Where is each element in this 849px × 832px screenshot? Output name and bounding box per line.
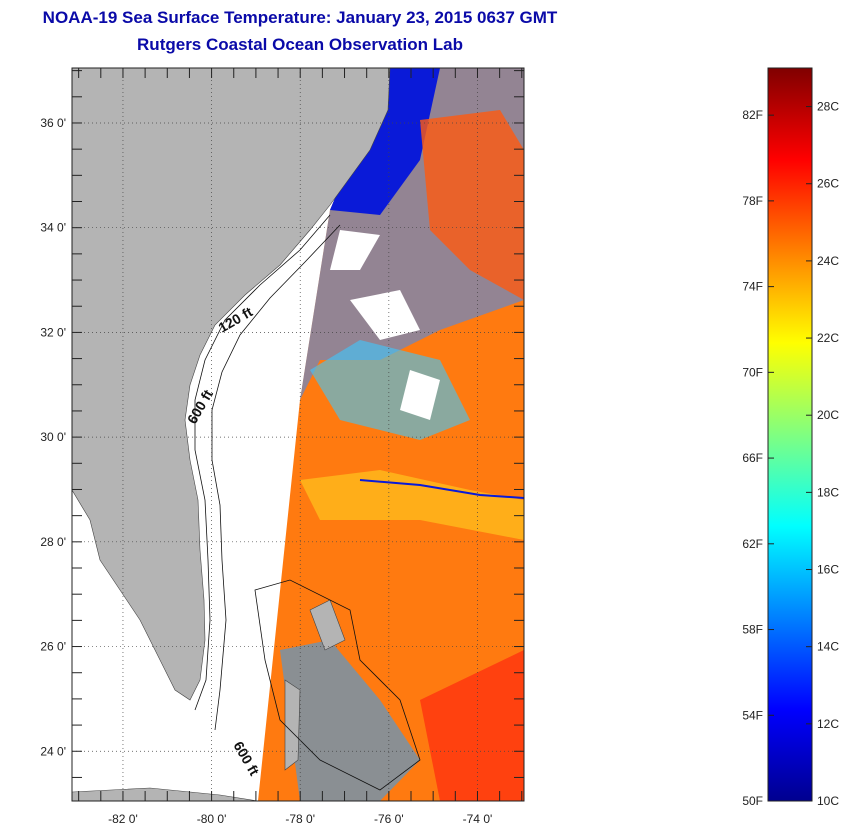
lat-tick-label: 26 0' (40, 640, 66, 654)
colorbar-c-label: 26C (817, 177, 839, 191)
lon-tick-label: -80 0' (197, 812, 227, 826)
colorbar-c-label: 18C (817, 485, 839, 499)
lat-tick-label: 24 0' (40, 744, 66, 758)
axis-ticks: 36 0' 34 0' 32 0' 30 0' 28 0' 26 0' 24 0' -82 0… (40, 68, 524, 826)
colorbar-c-label: 12C (817, 717, 839, 731)
lon-tick-label: -74 0' (463, 812, 493, 826)
colorbar-c-label: 22C (817, 331, 839, 345)
colorbar: 82F 78F 74F 70F 66F 62F 58F 54F 50F 28C 26C 24C 22C… (742, 67, 839, 808)
colorbar-f-label: 78F (742, 194, 763, 208)
colorbar-f-label: 62F (742, 537, 763, 551)
colorbar-f-label: 54F (742, 708, 763, 722)
colorbar-c-label: 10C (817, 794, 839, 808)
colorbar-celsius-labels: 28C 26C 24C 22C 20C 18C 16C 14C 12C 10C (806, 100, 839, 808)
contour-bahamas (254, 579, 421, 791)
colorbar-c-label: 28C (817, 100, 839, 114)
land-mass (72, 68, 391, 701)
colorbar-c-label: 16C (817, 563, 839, 577)
figure-title: NOAA-19 Sea Surface Temperature: January… (42, 8, 558, 27)
figure-subtitle: Rutgers Coastal Ocean Observation Lab (137, 35, 463, 54)
colorbar-f-label: 66F (742, 451, 763, 465)
colorbar-f-label: 82F (742, 108, 763, 122)
contour-120ft (194, 214, 331, 711)
colorbar-c-label: 24C (817, 254, 839, 268)
contour-600ft (211, 224, 341, 731)
colorbar-fahrenheit-labels: 82F 78F 74F 70F 66F 62F 58F 54F 50F (742, 108, 774, 808)
map-frame (71, 67, 525, 802)
island-andros (309, 599, 346, 651)
colorbar-c-label: 20C (817, 408, 839, 422)
graticule (72, 68, 524, 801)
lat-tick-label: 32 0' (40, 325, 66, 339)
colorbar-f-label: 70F (742, 365, 763, 379)
colorbar-f-label: 50F (742, 794, 763, 808)
lon-tick-label: -76 0' (374, 812, 404, 826)
lat-tick-label: 28 0' (40, 535, 66, 549)
colorbar-f-label: 58F (742, 623, 763, 637)
lat-tick-label: 36 0' (40, 116, 66, 130)
island-bahamas (284, 679, 301, 771)
lon-tick-label: -82 0' (108, 812, 138, 826)
colorbar-bar (767, 67, 813, 802)
lon-tick-label: -78 0' (285, 812, 315, 826)
colorbar-f-label: 74F (742, 280, 763, 294)
lat-tick-label: 34 0' (40, 221, 66, 235)
colorbar-c-label: 14C (817, 640, 839, 654)
lat-tick-label: 30 0' (40, 430, 66, 444)
map-panel (72, 68, 524, 801)
